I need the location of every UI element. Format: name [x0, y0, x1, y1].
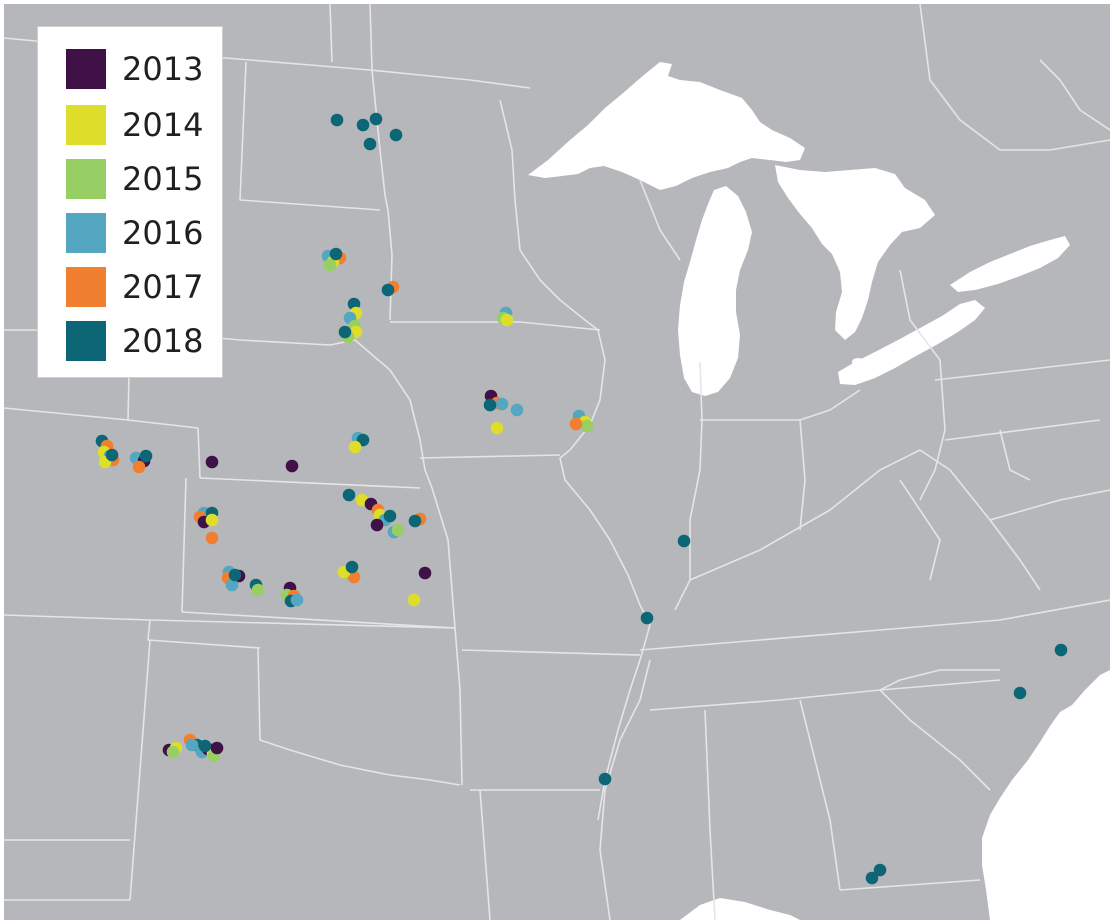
- legend-label-2017: 2017: [122, 268, 204, 306]
- sample-point-2018: [345, 560, 359, 574]
- sample-point-2018: [369, 112, 383, 126]
- sample-point-2017: [569, 417, 583, 431]
- sample-point-2018: [865, 871, 879, 885]
- sample-point-2018: [483, 398, 497, 412]
- sample-point-2018: [408, 514, 422, 528]
- sample-point-2018: [598, 772, 612, 786]
- sample-point-2018: [139, 449, 153, 463]
- legend-item-2017: 2017: [66, 267, 226, 307]
- legend-swatch-2015: [66, 159, 106, 199]
- sample-point-2014: [490, 421, 504, 435]
- sample-point-2015: [391, 523, 405, 537]
- sample-point-2018: [356, 118, 370, 132]
- legend-swatch-2013: [66, 49, 106, 89]
- sample-points: [95, 112, 1068, 885]
- sample-point-2018: [640, 611, 654, 625]
- sample-point-2017: [132, 460, 146, 474]
- legend-label-2018: 2018: [122, 322, 204, 360]
- sample-point-2018: [381, 283, 395, 297]
- sample-point-2018: [342, 488, 356, 502]
- sample-point-2016: [290, 593, 304, 607]
- sample-point-2018: [389, 128, 403, 142]
- lake-michigan: [678, 186, 752, 396]
- sample-point-2015: [251, 583, 265, 597]
- legend-swatch-2017: [66, 267, 106, 307]
- legend-item-2015: 2015: [66, 159, 226, 199]
- lake-ontario: [950, 236, 1070, 292]
- sample-point-2014: [348, 440, 362, 454]
- sample-point-2016: [510, 403, 524, 417]
- legend-swatch-2016: [66, 213, 106, 253]
- lake-erie: [838, 300, 985, 385]
- legend-label-2014: 2014: [122, 106, 204, 144]
- sample-point-2017: [205, 531, 219, 545]
- sample-point-2018: [338, 325, 352, 339]
- legend-item-2018: 2018: [66, 321, 226, 361]
- sample-point-2013: [205, 455, 219, 469]
- sample-point-2018: [363, 137, 377, 151]
- sample-point-2018: [873, 863, 887, 877]
- sample-point-2014: [407, 593, 421, 607]
- sample-point-2018: [329, 247, 343, 261]
- sample-point-2018: [105, 448, 119, 462]
- legend-swatch-2014: [66, 105, 106, 145]
- sample-point-2018: [330, 113, 344, 127]
- legend-item-2016: 2016: [66, 213, 226, 253]
- sample-point-2015: [166, 745, 180, 759]
- legend-item-2014: 2014: [66, 105, 226, 145]
- sample-point-2013: [285, 459, 299, 473]
- sample-point-2018: [383, 509, 397, 523]
- legend: 2013 2014 2015 2016 2017 2018: [37, 26, 223, 378]
- sample-point-2013: [418, 566, 432, 580]
- sample-point-2017: [347, 570, 361, 584]
- sample-point-2018: [677, 534, 691, 548]
- sample-point-2015: [323, 258, 337, 272]
- atlantic-ocean: [982, 670, 1110, 920]
- lake-huron: [775, 165, 935, 340]
- great-lakes: [528, 62, 1070, 396]
- sample-point-2013: [210, 741, 224, 755]
- sample-point-2016: [185, 738, 199, 752]
- legend-swatch-2018: [66, 321, 106, 361]
- gulf-of-mexico: [680, 898, 800, 920]
- legend-item-2013: 2013: [66, 49, 226, 89]
- sample-point-2018: [198, 739, 212, 753]
- sample-point-2013: [370, 518, 384, 532]
- sample-point-2014: [205, 513, 219, 527]
- legend-label-2015: 2015: [122, 160, 204, 198]
- lake-superior: [528, 62, 805, 190]
- sample-point-2016: [225, 578, 239, 592]
- sample-point-2018: [1054, 643, 1068, 657]
- state-borders: [4, 4, 1110, 920]
- sample-point-2014: [500, 313, 514, 327]
- legend-label-2013: 2013: [122, 50, 204, 88]
- sample-point-2016: [495, 397, 509, 411]
- sample-point-2018: [228, 568, 242, 582]
- legend-label-2016: 2016: [122, 214, 204, 252]
- sample-point-2018: [1013, 686, 1027, 700]
- sample-point-2015: [580, 419, 594, 433]
